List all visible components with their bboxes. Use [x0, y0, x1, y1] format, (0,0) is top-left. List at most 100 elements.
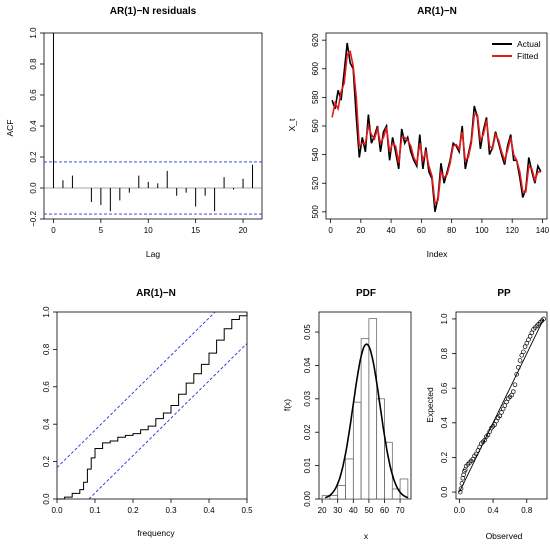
series-frame — [325, 32, 548, 220]
pdf-panel: PDF x f(x) 20 30 40 50 60 70 0.00 0.01 0.02 0.03 0… — [282, 288, 412, 541]
acf-ytick-label: 0.0 — [29, 182, 38, 194]
cpgram-ytick-label: 0.4 — [42, 418, 51, 430]
series-ytick-label: 500 — [311, 205, 320, 219]
pp-plot-area: 0.0 0.4 0.8 0.0 0.2 0.4 0.6 0.8 1.0 — [440, 311, 548, 515]
pp-point — [502, 403, 508, 408]
cpgram-xtick-label: 0.5 — [241, 506, 253, 515]
pdf-ytick-label: 0.03 — [303, 390, 312, 406]
cpgram-xtick-label: 0.1 — [89, 506, 101, 515]
pdf-ylabel: f(x) — [282, 399, 292, 411]
pp-point — [524, 340, 530, 346]
cpgram-panel: AR(1)−N frequency 0.0 0.1 0.2 0.3 0.4 0.50.00… — [42, 288, 253, 538]
pdf-ytick-label: 0.04 — [303, 357, 312, 373]
acf-ytick-label: 0.2 — [29, 151, 38, 163]
pdf-bar — [384, 441, 393, 500]
pp-point — [473, 451, 479, 457]
pp-point — [522, 344, 528, 349]
cpgram-upper-bound — [56, 311, 216, 468]
pp-point — [497, 413, 503, 419]
acf-ylabel: ACF — [5, 120, 15, 137]
series-panel: AR(1)−N Index X_t 0 20 40 60 80 100 120 140 500 5… — [287, 6, 550, 259]
pp-xtick-label: 0.4 — [488, 506, 500, 515]
acf-ytick-label: 0.6 — [29, 89, 38, 101]
pp-point — [529, 330, 535, 336]
series-xtick-label: 0 — [328, 226, 333, 235]
pp-point — [482, 437, 487, 443]
acf-plot-area: 0 5 10 15 20 −0.2 0.0 0.2 0.4 0.6 0.8 1.0 — [29, 27, 263, 235]
pdf-bar — [337, 485, 346, 500]
acf-xlabel: Lag — [146, 249, 160, 259]
pdf-title: PDF — [356, 288, 376, 299]
acf-title: AR(1)−N residuals — [110, 6, 197, 17]
legend: Actual Fitted — [492, 39, 541, 61]
cpgram-lower-bound — [88, 343, 248, 500]
pp-point — [475, 448, 481, 453]
pp-ytick-label: 0.4 — [440, 417, 449, 429]
legend-actual-label: Actual — [517, 39, 541, 49]
pp-point — [485, 432, 491, 438]
pdf-plot-area: 20 30 40 50 60 70 0.00 0.01 0.02 0.03 0.04 0.05 — [303, 311, 412, 515]
pp-panel: PP Observed Expected 0.0 0.4 0.80.00.20.40… — [425, 288, 548, 541]
pp-frame — [455, 311, 548, 500]
pdf-xtick-label: 60 — [380, 506, 389, 515]
acf-ytick-label: 0.8 — [29, 58, 38, 70]
acf-ytick-label: 1.0 — [29, 27, 38, 39]
pp-point — [504, 399, 509, 405]
pp-point — [519, 353, 524, 358]
actual-line — [331, 42, 542, 212]
acf-ytick-label: 0.4 — [29, 120, 38, 132]
pdf-bar — [345, 458, 354, 500]
series-xlabel: Index — [427, 249, 449, 259]
acf-xtick-label: 0 — [51, 226, 56, 235]
pdf-bar — [329, 495, 339, 500]
cpgram-step-line — [57, 312, 248, 500]
cpgram-ytick-label: 0.6 — [42, 381, 51, 393]
series-ytick-label: 520 — [311, 176, 320, 190]
series-xtick-label: 80 — [447, 226, 456, 235]
series-ytick-label: 540 — [311, 147, 320, 161]
series-ytick-label: 620 — [311, 33, 320, 47]
series-xtick-label: 40 — [387, 226, 396, 235]
fitted-line — [331, 50, 541, 206]
series-xtick-label: 140 — [536, 226, 550, 235]
pp-point — [527, 333, 533, 339]
cpgram-plot-area: 0.0 0.1 0.2 0.3 0.4 0.5 0.0 0.2 0.4 0.6 0.8 1.0 — [42, 306, 253, 515]
pp-point — [458, 486, 464, 491]
pdf-ytick-label: 0.01 — [303, 457, 312, 473]
series-xtick-label: 100 — [475, 226, 489, 235]
cpgram-xtick-label: 0.2 — [127, 506, 139, 515]
pdf-xtick-label: 70 — [396, 506, 405, 515]
cpgram-title: AR(1)−N — [136, 288, 176, 299]
series-ytick-label: 560 — [311, 119, 320, 133]
pp-point — [459, 481, 465, 486]
pp-ytick-label: 0.2 — [440, 451, 449, 463]
cpgram-xlabel: frequency — [137, 528, 175, 538]
acf-ytick-label: −0.2 — [29, 211, 38, 227]
cpgram-frame — [56, 311, 248, 500]
series-xtick-label: 20 — [356, 226, 365, 235]
pdf-xtick-label: 20 — [318, 506, 327, 515]
pp-point — [494, 418, 499, 424]
pp-xtick-label: 0.8 — [521, 506, 533, 515]
cpgram-xtick-label: 0.4 — [203, 506, 215, 515]
pp-point — [509, 392, 514, 398]
pdf-ytick-label: 0.05 — [303, 324, 312, 340]
pdf-bar — [368, 318, 378, 500]
pp-ytick-label: 0.6 — [440, 382, 449, 394]
cpgram-ytick-label: 1.0 — [42, 306, 51, 318]
pp-ytick-label: 0.8 — [440, 347, 449, 359]
pp-point — [521, 349, 526, 355]
pp-xlabel: Observed — [486, 531, 523, 541]
series-xtick-label: 60 — [417, 226, 426, 235]
pp-point — [470, 456, 476, 462]
cpgram-ytick-label: 0.8 — [42, 343, 51, 355]
series-ylabel: X_t — [287, 118, 297, 131]
pdf-xlabel: x — [364, 531, 369, 541]
pdf-density-curve — [324, 343, 409, 499]
pp-point — [487, 429, 492, 434]
pp-point — [492, 422, 498, 427]
pp-ytick-label: 1.0 — [440, 313, 449, 325]
pp-point — [541, 316, 546, 322]
pdf-ytick-label: 0.02 — [303, 424, 312, 440]
